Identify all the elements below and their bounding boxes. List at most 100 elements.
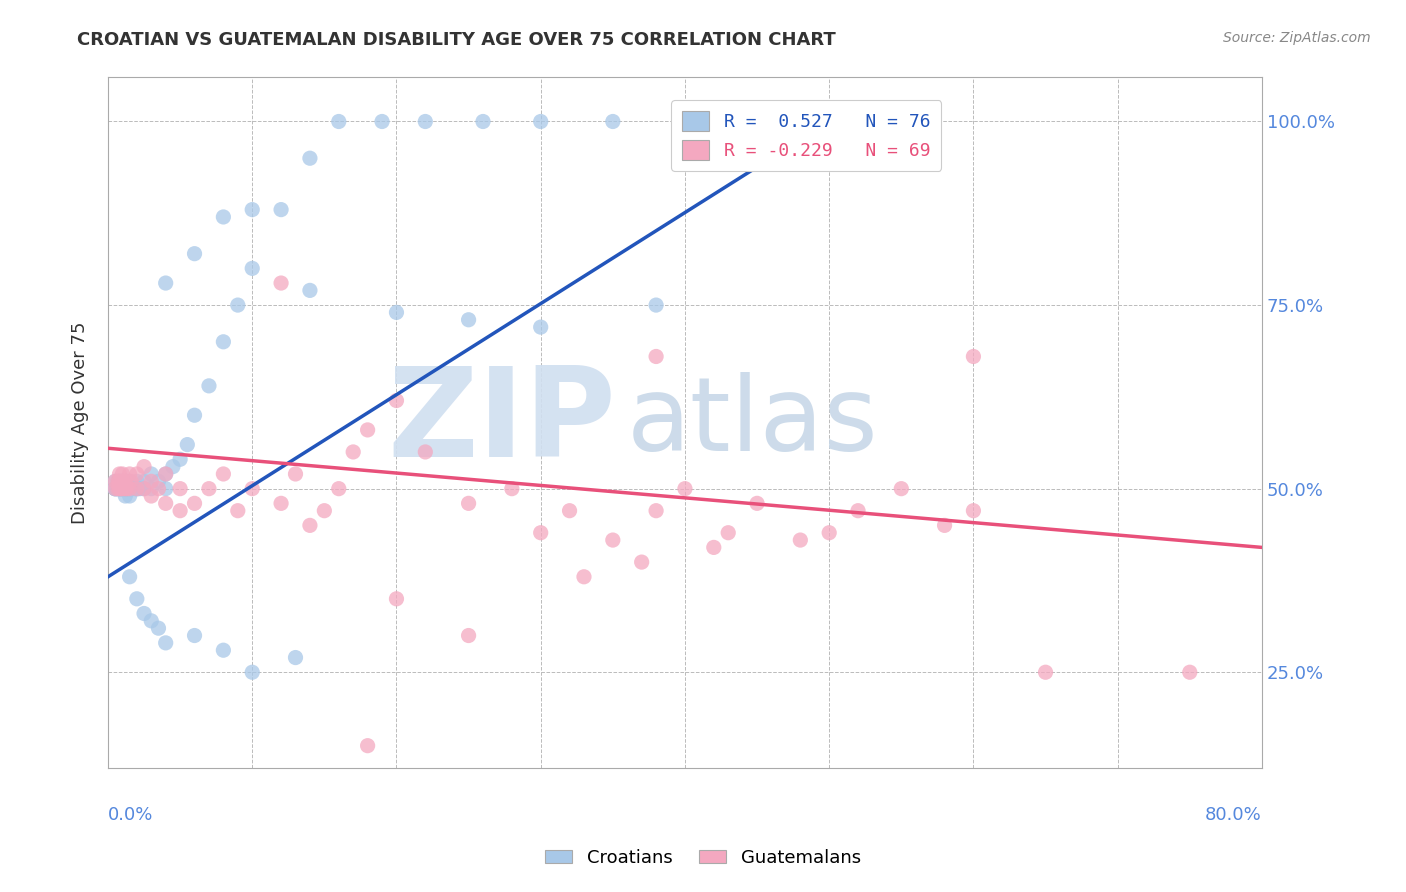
Point bbox=[270, 496, 292, 510]
Point bbox=[118, 482, 141, 496]
Point bbox=[118, 570, 141, 584]
Point bbox=[122, 482, 145, 496]
Point bbox=[890, 482, 912, 496]
Point bbox=[110, 482, 132, 496]
Point bbox=[356, 423, 378, 437]
Legend: R =  0.527   N = 76, R = -0.229   N = 69: R = 0.527 N = 76, R = -0.229 N = 69 bbox=[672, 100, 941, 170]
Point bbox=[413, 445, 436, 459]
Point bbox=[385, 591, 408, 606]
Point bbox=[818, 775, 841, 789]
Point bbox=[457, 312, 479, 326]
Point bbox=[108, 482, 131, 496]
Point bbox=[141, 475, 163, 489]
Point bbox=[530, 114, 553, 128]
Point bbox=[108, 467, 131, 481]
Point bbox=[108, 475, 131, 489]
Point bbox=[630, 555, 652, 569]
Point bbox=[1035, 665, 1057, 680]
Point bbox=[111, 467, 134, 481]
Point bbox=[114, 482, 136, 496]
Point bbox=[371, 114, 394, 128]
Point bbox=[110, 475, 132, 489]
Point bbox=[717, 525, 740, 540]
Point bbox=[111, 475, 134, 489]
Point bbox=[132, 475, 155, 489]
Point bbox=[155, 467, 177, 481]
Text: Source: ZipAtlas.com: Source: ZipAtlas.com bbox=[1223, 31, 1371, 45]
Point bbox=[141, 482, 163, 496]
Point bbox=[120, 482, 142, 496]
Point bbox=[934, 518, 956, 533]
Point bbox=[107, 482, 129, 496]
Point bbox=[115, 475, 138, 489]
Point bbox=[118, 467, 141, 481]
Text: atlas: atlas bbox=[627, 372, 879, 473]
Point bbox=[673, 114, 696, 128]
Point bbox=[155, 496, 177, 510]
Point bbox=[169, 452, 191, 467]
Point bbox=[183, 496, 205, 510]
Point bbox=[472, 114, 495, 128]
Point bbox=[162, 459, 184, 474]
Text: 0.0%: 0.0% bbox=[108, 805, 153, 823]
Point bbox=[111, 475, 134, 489]
Point bbox=[673, 482, 696, 496]
Point bbox=[298, 151, 321, 165]
Point bbox=[110, 482, 132, 496]
Point bbox=[962, 504, 984, 518]
Point bbox=[115, 482, 138, 496]
Point bbox=[132, 482, 155, 496]
Point bbox=[558, 504, 581, 518]
Point bbox=[703, 541, 725, 555]
Point bbox=[385, 305, 408, 319]
Point bbox=[118, 482, 141, 496]
Point bbox=[183, 409, 205, 423]
Point bbox=[108, 475, 131, 489]
Point bbox=[530, 525, 553, 540]
Point bbox=[962, 350, 984, 364]
Point bbox=[183, 246, 205, 260]
Point bbox=[212, 467, 235, 481]
Point bbox=[114, 482, 136, 496]
Point bbox=[1178, 665, 1201, 680]
Point bbox=[745, 496, 768, 510]
Point bbox=[155, 276, 177, 290]
Point bbox=[457, 496, 479, 510]
Point bbox=[108, 482, 131, 496]
Point bbox=[104, 482, 127, 496]
Point bbox=[183, 628, 205, 642]
Point bbox=[118, 475, 141, 489]
Point bbox=[212, 643, 235, 657]
Point bbox=[111, 482, 134, 496]
Point bbox=[846, 504, 869, 518]
Point bbox=[110, 482, 132, 496]
Point bbox=[107, 482, 129, 496]
Point bbox=[111, 482, 134, 496]
Point bbox=[385, 393, 408, 408]
Point bbox=[284, 467, 307, 481]
Point bbox=[602, 114, 624, 128]
Point bbox=[115, 482, 138, 496]
Point bbox=[240, 665, 263, 680]
Point bbox=[114, 489, 136, 503]
Point bbox=[104, 482, 127, 496]
Point bbox=[107, 475, 129, 489]
Point bbox=[818, 525, 841, 540]
Point bbox=[132, 459, 155, 474]
Point bbox=[132, 607, 155, 621]
Point bbox=[125, 591, 148, 606]
Point bbox=[645, 298, 668, 312]
Point bbox=[107, 475, 129, 489]
Point bbox=[155, 482, 177, 496]
Point bbox=[789, 533, 811, 547]
Point bbox=[148, 482, 170, 496]
Point bbox=[328, 482, 350, 496]
Point bbox=[270, 276, 292, 290]
Point bbox=[125, 482, 148, 496]
Point bbox=[298, 518, 321, 533]
Point bbox=[155, 467, 177, 481]
Point bbox=[125, 482, 148, 496]
Point bbox=[104, 482, 127, 496]
Point bbox=[132, 482, 155, 496]
Point bbox=[457, 628, 479, 642]
